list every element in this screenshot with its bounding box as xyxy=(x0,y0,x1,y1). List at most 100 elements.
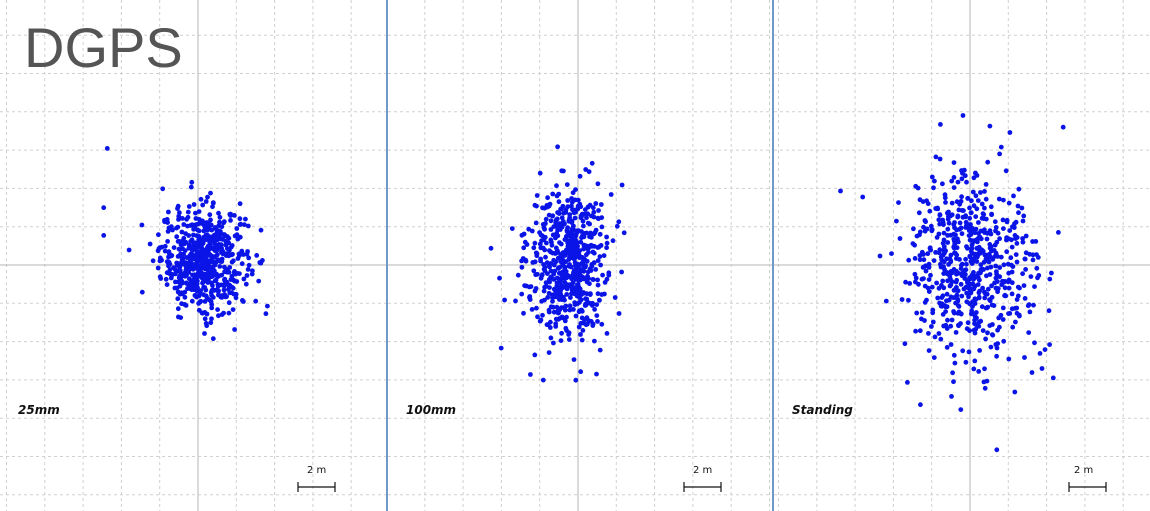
data-point-outlier xyxy=(488,245,494,251)
data-point xyxy=(172,285,178,291)
data-point xyxy=(970,277,976,282)
scatter-plot-100mm xyxy=(388,0,772,511)
data-point xyxy=(186,233,192,238)
data-point xyxy=(993,263,999,269)
data-point xyxy=(1006,356,1012,362)
data-point xyxy=(966,294,971,300)
data-point xyxy=(976,295,982,301)
data-point xyxy=(182,270,188,276)
data-point xyxy=(201,285,207,290)
data-point xyxy=(1014,235,1020,240)
data-point xyxy=(159,257,165,263)
data-point xyxy=(1026,302,1032,307)
data-point xyxy=(189,298,195,304)
panel-divider-2[interactable] xyxy=(772,0,774,511)
data-point xyxy=(967,205,972,211)
data-point xyxy=(215,245,221,250)
data-point xyxy=(551,257,557,263)
data-point xyxy=(928,272,933,278)
data-point xyxy=(208,190,213,196)
data-point xyxy=(546,212,552,218)
data-point xyxy=(973,170,978,176)
data-point xyxy=(521,245,527,251)
data-point xyxy=(162,248,168,254)
data-point xyxy=(571,289,577,294)
data-point xyxy=(1027,251,1033,257)
data-point xyxy=(569,276,574,282)
data-point xyxy=(546,290,552,296)
data-point xyxy=(953,330,959,335)
data-point xyxy=(949,279,955,285)
data-point xyxy=(597,231,603,237)
data-point xyxy=(1001,226,1006,232)
data-point xyxy=(912,256,918,261)
data-point xyxy=(951,236,957,242)
data-point xyxy=(229,290,235,296)
data-point xyxy=(513,298,518,304)
data-point xyxy=(1010,264,1016,269)
data-point xyxy=(933,250,938,255)
data-point xyxy=(970,272,976,277)
data-point xyxy=(578,320,584,326)
data-point xyxy=(531,245,537,251)
data-point xyxy=(942,195,948,201)
data-point xyxy=(562,279,568,285)
data-point xyxy=(991,303,997,308)
data-point xyxy=(531,268,537,274)
data-point xyxy=(556,292,562,297)
data-point xyxy=(608,192,614,197)
data-point xyxy=(985,255,991,261)
data-point xyxy=(987,272,993,277)
data-point xyxy=(196,258,202,263)
data-point xyxy=(949,317,955,323)
data-point xyxy=(948,342,954,347)
data-point xyxy=(946,297,952,303)
data-point xyxy=(223,252,229,258)
data-point xyxy=(600,272,605,278)
data-point xyxy=(561,258,566,264)
data-point-outlier xyxy=(1050,375,1056,381)
data-point xyxy=(968,289,974,295)
data-point xyxy=(962,167,967,173)
data-point xyxy=(577,173,583,179)
data-point xyxy=(546,350,552,355)
data-point xyxy=(930,319,936,325)
data-point xyxy=(519,291,525,297)
data-point xyxy=(987,297,992,302)
data-point xyxy=(566,337,572,342)
data-point xyxy=(156,232,161,238)
data-point xyxy=(951,160,957,166)
data-point xyxy=(990,332,996,338)
data-point xyxy=(906,257,912,263)
data-point xyxy=(1001,338,1007,344)
data-point xyxy=(552,292,558,298)
data-point xyxy=(200,280,205,286)
data-point xyxy=(978,228,984,234)
data-point xyxy=(570,251,576,256)
data-point xyxy=(265,303,270,309)
data-point xyxy=(587,221,592,227)
data-point xyxy=(533,220,539,226)
data-point xyxy=(965,196,971,201)
data-point xyxy=(937,212,943,218)
data-point xyxy=(959,176,965,182)
data-point xyxy=(565,233,571,238)
data-point xyxy=(590,323,596,328)
data-point xyxy=(961,208,966,214)
data-point xyxy=(155,265,161,271)
data-point xyxy=(587,281,592,287)
data-point xyxy=(233,291,239,297)
data-point xyxy=(1008,255,1014,261)
data-point xyxy=(969,198,974,204)
panel-divider-1[interactable] xyxy=(386,0,388,511)
data-point xyxy=(984,236,990,242)
data-point xyxy=(589,263,595,269)
data-point xyxy=(1003,168,1009,174)
data-point xyxy=(994,447,1000,453)
data-point xyxy=(992,280,997,286)
data-point xyxy=(228,213,233,218)
data-point xyxy=(583,322,589,328)
data-point xyxy=(964,299,970,305)
data-point xyxy=(592,307,597,312)
data-point xyxy=(979,215,985,221)
